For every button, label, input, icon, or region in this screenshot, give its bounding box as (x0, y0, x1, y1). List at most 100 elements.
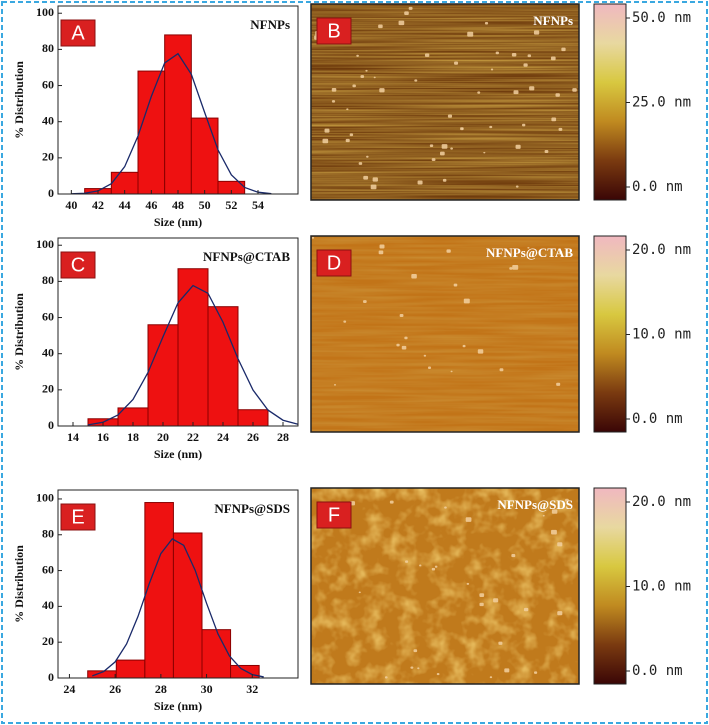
particle (431, 158, 436, 162)
panel-label: C (71, 254, 85, 276)
particle (559, 250, 563, 254)
panel-label-box (60, 503, 96, 531)
particle (352, 84, 356, 88)
particle (423, 354, 427, 357)
particle (405, 560, 409, 563)
particle (434, 565, 438, 568)
particle (557, 611, 563, 616)
colorbar-label: 50.0 nm (632, 10, 691, 26)
x-tick-label: 24 (63, 682, 75, 696)
particle (511, 52, 517, 57)
image-title: NFNPs@SDS (497, 497, 573, 512)
colorbar (593, 487, 627, 685)
particle (389, 500, 394, 504)
particle (417, 667, 420, 670)
y-tick-label: 40 (42, 113, 54, 127)
bar (144, 502, 174, 679)
panel-label-box (316, 17, 352, 45)
x-tick-label: 18 (127, 430, 139, 444)
particle (349, 133, 354, 137)
y-tick-label: 80 (42, 527, 54, 541)
plot-frame (57, 237, 299, 427)
particle (384, 676, 388, 679)
colorbar-label: 0.0 nm (632, 411, 683, 427)
x-tick-label: 14 (67, 430, 79, 444)
particle (498, 641, 503, 645)
particle (489, 125, 493, 129)
particle (542, 514, 545, 517)
particle (442, 178, 447, 182)
particle (511, 554, 516, 558)
particle (419, 564, 422, 567)
particle (358, 591, 361, 594)
y-tick-label: 20 (42, 150, 54, 164)
particle (533, 30, 540, 35)
y-tick-label: 100 (36, 491, 54, 505)
y-tick-label: 60 (42, 562, 54, 576)
bar (172, 532, 203, 679)
particle (504, 668, 510, 673)
panel-label: E (71, 506, 84, 528)
particle (483, 151, 486, 154)
panel-label-box (60, 251, 96, 279)
x-tick-label: 20 (157, 430, 169, 444)
y-axis-label: % Distribution (12, 293, 26, 371)
particle (550, 56, 556, 61)
particle (447, 114, 453, 118)
bar (201, 629, 232, 679)
particle (450, 370, 453, 373)
particle (410, 666, 414, 669)
image-title: NFNPs@CTAB (486, 245, 573, 260)
particle (565, 498, 569, 502)
particle (561, 47, 566, 52)
particle (379, 88, 385, 93)
particle (509, 267, 513, 270)
y-tick-label: 0 (48, 670, 54, 684)
fit-curve (92, 538, 264, 678)
particle (370, 184, 377, 190)
colorbar (593, 3, 627, 201)
bar (177, 268, 209, 427)
particle (479, 602, 484, 607)
particle (493, 598, 499, 603)
particle (523, 63, 528, 67)
particle (466, 582, 470, 585)
particle (462, 344, 466, 348)
particle (417, 180, 423, 185)
x-tick-label: 16 (97, 430, 109, 444)
particle (404, 336, 408, 340)
panel-label: D (327, 252, 341, 274)
particle (522, 123, 526, 127)
particle (533, 671, 538, 674)
chart-title: NFNPs@SDS (214, 501, 290, 516)
particle (558, 127, 563, 131)
y-axis-label: % Distribution (12, 545, 26, 623)
x-tick-label: 40 (65, 198, 77, 212)
particle (356, 54, 359, 57)
particle (378, 24, 383, 29)
particle (378, 250, 384, 255)
particle (372, 177, 378, 182)
particle (557, 542, 563, 547)
particle (529, 86, 535, 91)
particle (513, 90, 519, 95)
particle (551, 529, 557, 535)
particle (398, 20, 405, 26)
particle (441, 144, 448, 149)
x-tick-label: 44 (119, 198, 131, 212)
y-tick-label: 0 (48, 186, 54, 200)
y-tick-label: 60 (42, 77, 54, 91)
colorbar (593, 235, 627, 433)
particle (450, 147, 453, 150)
particle (527, 54, 532, 58)
x-tick-label: 46 (145, 198, 157, 212)
afm-texture (311, 488, 579, 684)
particle (444, 506, 447, 509)
afm-texture (311, 4, 579, 200)
particle (346, 108, 349, 111)
particle (440, 151, 445, 156)
y-tick-label: 20 (42, 382, 54, 396)
particle (343, 320, 347, 323)
